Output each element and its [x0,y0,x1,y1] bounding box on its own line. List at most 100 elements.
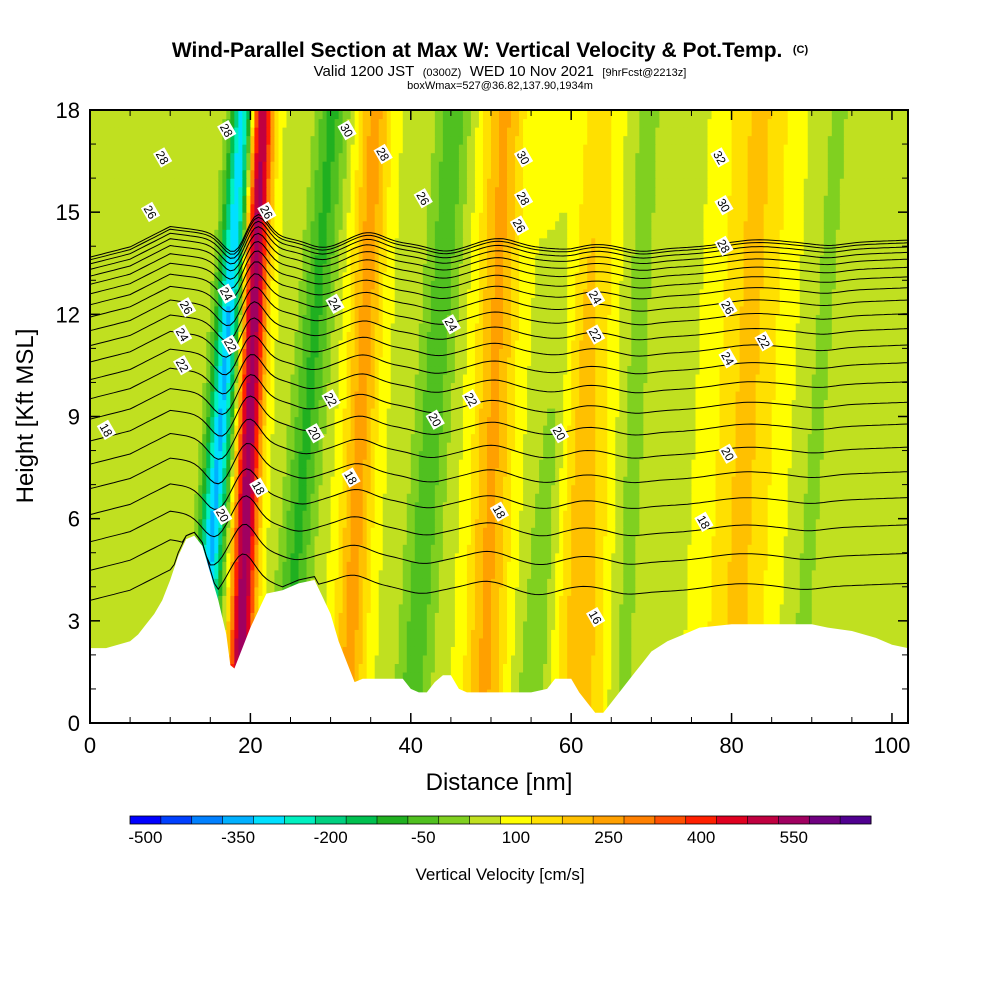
velocity-cell [631,612,636,622]
velocity-cell [503,544,508,554]
velocity-cell [346,646,352,656]
velocity-cell [627,603,632,613]
velocity-cell [366,510,372,520]
velocity-cell [410,671,416,682]
velocity-cell [859,595,865,605]
velocity-cell [531,671,536,682]
velocity-cell [430,518,436,528]
velocity-cell [567,586,572,596]
velocity-cell [226,612,231,622]
velocity-cell [426,629,432,639]
velocity-cell [202,510,207,520]
velocity-cell [126,620,131,630]
velocity-cell [294,518,300,528]
velocity-cell [218,595,223,605]
velocity-cell [490,578,496,588]
velocity-cell [238,578,243,588]
velocity-cell [791,603,797,613]
velocity-cell [871,561,877,571]
velocity-cell [294,535,300,545]
velocity-cell [414,629,420,639]
velocity-cell [146,603,151,613]
velocity-cell [382,561,388,571]
velocity-cell [715,586,721,596]
velocity-cell [246,561,251,571]
velocity-cell [106,612,111,622]
velocity-cell [102,637,107,647]
velocity-cell [354,518,360,528]
velocity-cell [899,518,905,528]
velocity-cell [735,518,741,528]
velocity-cell [362,629,368,639]
velocity-cell [715,535,721,545]
velocity-cell [875,552,881,562]
velocity-cell [326,578,332,588]
velocity-cell [555,595,560,605]
velocity-cell [178,527,183,537]
velocity-cell [418,552,424,562]
velocity-cell [294,552,300,562]
velocity-cell [847,586,853,596]
velocity-cell [278,535,284,545]
velocity-cell [494,680,500,690]
velocity-cell [454,637,460,647]
velocity-cell [286,561,292,571]
velocity-cell [743,552,749,562]
velocity-cell [258,552,264,562]
velocity-cell [426,620,432,630]
velocity-cell [691,552,697,562]
velocity-cell [831,552,837,562]
velocity-cell [130,578,135,588]
velocity-cell [434,578,440,588]
velocity-cell [478,671,484,682]
velocity-cell [402,544,408,554]
velocity-cell [751,612,757,622]
velocity-cell [511,595,516,605]
velocity-cell [555,603,560,613]
velocity-cell [615,527,620,537]
velocity-cell [470,663,476,673]
velocity-cell [242,595,247,605]
velocity-cell [619,595,624,605]
velocity-cell [422,544,428,554]
velocity-cell [755,544,761,554]
velocity-cell [871,552,877,562]
velocity-cell [482,620,488,630]
velocity-cell [230,603,235,613]
velocity-cell [362,620,368,630]
velocity-cell [651,518,656,528]
velocity-cell [146,578,151,588]
velocity-cell [763,544,769,554]
velocity-cell [114,527,119,537]
velocity-cell [743,561,749,571]
velocity-cell [623,552,628,562]
velocity-cell [154,535,159,545]
velocity-cell [102,544,107,554]
velocity-cell [302,544,308,554]
velocity-cell [450,663,456,673]
velocity-cell [390,637,396,647]
velocity-cell [647,535,652,545]
velocity-cell [855,544,861,554]
velocity-cell [446,646,452,656]
velocity-cell [458,510,464,520]
velocity-cell [811,569,817,579]
velocity-cell [358,603,364,613]
velocity-cell [110,612,115,622]
velocity-cell [499,544,504,554]
velocity-cell [587,620,592,630]
velocity-cell [326,518,332,528]
velocity-cell [102,578,107,588]
velocity-cell [398,586,404,596]
velocity-cell [707,527,713,537]
velocity-cell [458,552,464,562]
velocity-cell [531,518,536,528]
velocity-cell [386,578,392,588]
velocity-cell [354,552,360,562]
velocity-cell [338,620,344,630]
velocity-cell [454,595,460,605]
velocity-cell [254,586,260,596]
velocity-cell [847,603,853,613]
velocity-cell [531,620,536,630]
velocity-cell [402,637,408,647]
